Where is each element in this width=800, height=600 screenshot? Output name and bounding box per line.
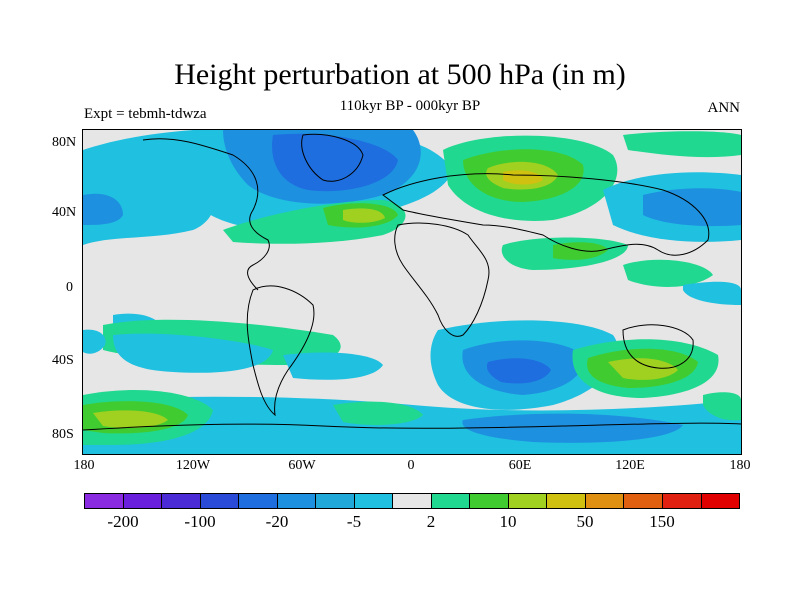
colorbar-cell (123, 494, 163, 508)
colorbar-label: 10 (499, 512, 517, 531)
map-panel (82, 129, 742, 455)
south-pacific-negative (113, 333, 273, 373)
y-tick-label: 40N (52, 205, 77, 220)
south-america-outline (246, 285, 315, 417)
colorbar-label: -20 (265, 512, 289, 531)
y-tick-label: 80S (52, 427, 74, 442)
south-pacific-negative-2 (283, 352, 383, 380)
africa-outline (394, 222, 490, 337)
colorbar-label: 2 (426, 512, 436, 531)
north-america-outline (142, 138, 270, 291)
colorbar-cell (585, 494, 625, 508)
y-tick-label: 40S (52, 353, 74, 368)
colorbar (84, 493, 740, 509)
x-tick-label: 0 (407, 458, 415, 473)
north-pacific-negative (83, 164, 216, 245)
antarctic-positive-peak (93, 410, 168, 428)
colorbar-cell (277, 494, 317, 508)
atlantic-south-positive (333, 401, 423, 426)
colorbar-cell (431, 494, 471, 508)
colorbar-cell (162, 494, 201, 508)
coastlines (83, 133, 741, 431)
south-indian-negative-strong (486, 358, 551, 384)
colorbar-label: 150 (649, 512, 675, 531)
arctic-positive (623, 131, 741, 158)
australia-outline (622, 324, 694, 369)
season-label: ANN (707, 100, 741, 116)
antarctic-negative-mid (462, 413, 683, 443)
y-tick-label: 80N (52, 135, 77, 150)
south-pacific-positive-peak (608, 358, 678, 380)
colorbar-cell (354, 494, 394, 508)
map-title: Height perturbation at 500 hPa (in m) (174, 58, 626, 91)
colorbar-cell (200, 494, 240, 508)
map-subtitle: 110kyr BP - 000kyr BP (339, 98, 481, 114)
colorbar-cell (85, 494, 124, 508)
eurasia-outline (382, 173, 710, 256)
experiment-label: Expt = tebmh-tdwza (84, 106, 207, 122)
eurasia-positive-max (503, 170, 543, 185)
colorbar-cell (701, 494, 740, 508)
colorbar-cell (239, 494, 278, 508)
colorbar-cell (316, 494, 355, 508)
colorbar-cell (470, 494, 509, 508)
east-asia-negative-mid (643, 188, 741, 227)
atlantic-positive-peak (343, 208, 385, 223)
map-svg (83, 130, 741, 454)
colorbar-cell (393, 494, 432, 508)
pacific-negative-small (683, 281, 741, 305)
north-pacific-negative-mid (83, 193, 123, 225)
west-pacific-positive (623, 259, 713, 287)
x-tick-label: 120E (615, 458, 645, 473)
colorbar-cell (508, 494, 548, 508)
colorbar-cell (547, 494, 586, 508)
x-tick-label: 180 (73, 458, 95, 473)
colorbar-label: -200 (107, 512, 139, 531)
x-tick-label: 180 (729, 458, 751, 473)
colorbar-label: -100 (184, 512, 216, 531)
colorbar-label: -5 (346, 512, 362, 531)
south-pacific-negative-left (83, 329, 106, 354)
colorbar-cell (624, 494, 663, 508)
x-tick-label: 60E (508, 458, 532, 473)
x-tick-label: 120W (175, 458, 211, 473)
greenland-negative-strong (272, 133, 398, 192)
x-tick-label: 60W (288, 458, 316, 473)
colorbar-cell (662, 494, 702, 508)
colorbar-label: 50 (576, 512, 594, 531)
antarctica-outline (83, 422, 741, 431)
greenland-outline (301, 133, 364, 182)
y-tick-label: 0 (66, 280, 73, 295)
pacific-south-positive-right (703, 392, 741, 421)
